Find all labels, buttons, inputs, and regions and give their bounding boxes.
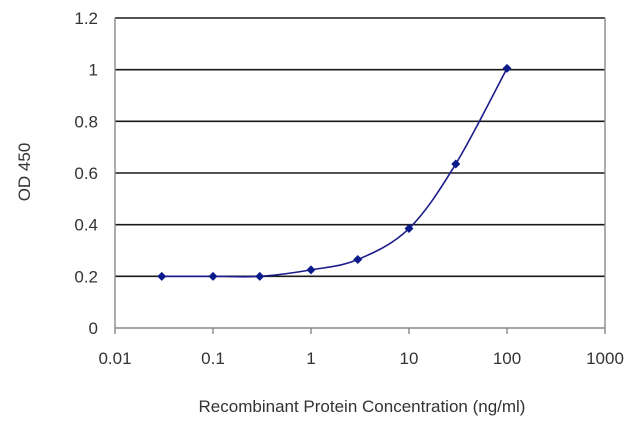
y-tick-label: 0.2 (74, 267, 98, 286)
x-tick-label: 10 (400, 349, 419, 368)
data-point (451, 159, 461, 169)
x-tick-label: 100 (493, 349, 521, 368)
y-tick-label: 1 (89, 61, 98, 80)
data-point (404, 224, 414, 234)
x-tick-label: 0.01 (98, 349, 131, 368)
y-tick-label: 0.4 (74, 216, 98, 235)
data-point (255, 271, 265, 281)
data-point (208, 271, 218, 281)
y-tick-label: 0 (89, 319, 98, 338)
x-tick-label: 1 (306, 349, 315, 368)
data-point (353, 255, 363, 265)
plot-frame (114, 18, 606, 334)
y-tick-labels: 0 0.2 0.4 0.6 0.8 1 1.2 (74, 9, 98, 338)
x-axis-title: Recombinant Protein Concentration (ng/ml… (199, 397, 526, 416)
data-point (157, 271, 167, 281)
series-layer (157, 63, 512, 281)
x-tick-label: 1000 (586, 349, 624, 368)
x-tick-labels: 0.01 0.1 1 10 100 1000 (98, 349, 623, 368)
y-tick-label: 0.8 (74, 112, 98, 131)
grid-layer (115, 17, 605, 278)
data-point (502, 63, 512, 73)
y-axis-title: OD 450 (15, 143, 34, 202)
x-tick-label: 0.1 (201, 349, 225, 368)
y-tick-label: 0.6 (74, 164, 98, 183)
y-tick-label: 1.2 (74, 9, 98, 28)
data-point (306, 265, 316, 275)
